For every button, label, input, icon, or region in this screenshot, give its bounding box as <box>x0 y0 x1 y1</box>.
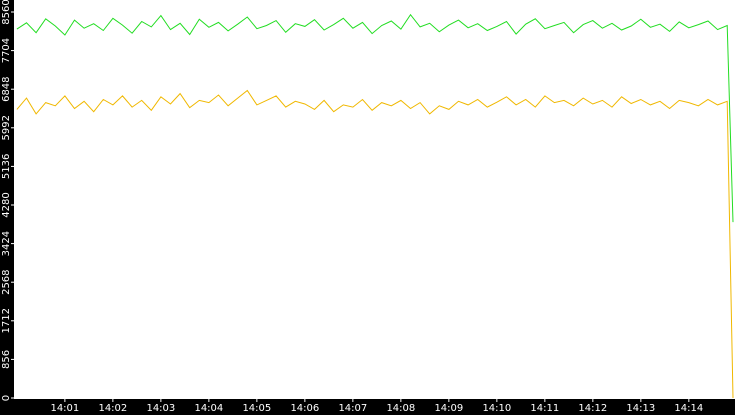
x-tick-label: 14:11 <box>530 403 559 414</box>
y-tick-label: 5992 <box>1 115 12 140</box>
x-tick-label: 14:03 <box>146 403 175 414</box>
x-tick-label: 14:14 <box>674 403 703 414</box>
x-tick-label: 14:09 <box>434 403 463 414</box>
series-line <box>16 13 734 223</box>
x-tick-label: 14:08 <box>386 403 415 414</box>
y-tick-label: 2568 <box>1 269 12 294</box>
x-axis-strip <box>0 399 735 415</box>
y-tick-label: 8560 <box>1 0 12 25</box>
y-tick-label: 6848 <box>1 76 12 101</box>
y-tick-label: 0 <box>1 395 12 401</box>
x-tick-label: 14:01 <box>50 403 79 414</box>
y-tick-label: 856 <box>1 350 12 369</box>
series-line <box>16 89 734 399</box>
x-tick-label: 14:06 <box>290 403 319 414</box>
x-tick-label: 14:13 <box>626 403 655 414</box>
y-tick-label: 4280 <box>1 192 12 217</box>
y-axis-strip <box>0 0 14 415</box>
x-tick-label: 14:02 <box>98 403 127 414</box>
y-tick-label: 3424 <box>1 231 12 256</box>
y-tick-label: 5136 <box>1 154 12 179</box>
x-tick-label: 14:12 <box>578 403 607 414</box>
x-tick-label: 14:05 <box>242 403 271 414</box>
x-tick-label: 14:04 <box>194 403 223 414</box>
x-tick-label: 14:10 <box>482 403 511 414</box>
y-tick-label: 7704 <box>1 38 12 63</box>
y-tick-label: 1712 <box>1 308 12 333</box>
x-tick-label: 14:07 <box>338 403 367 414</box>
